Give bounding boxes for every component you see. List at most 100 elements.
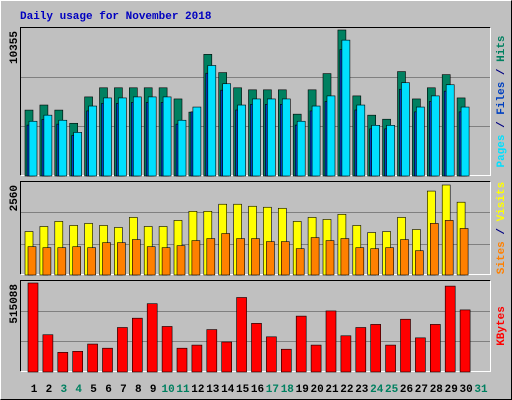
x-tick-label: 15 xyxy=(236,384,250,396)
x-tick-label: 2 xyxy=(46,384,53,396)
x-tick-label: 19 xyxy=(296,384,309,396)
bar xyxy=(58,119,68,177)
bar xyxy=(415,337,426,373)
bar xyxy=(416,106,425,177)
bar xyxy=(385,344,396,373)
legend-entry: Hits xyxy=(496,35,508,61)
x-tick-label: 5 xyxy=(90,384,97,396)
legend-separator: / xyxy=(496,221,508,241)
bar xyxy=(401,82,410,177)
bar xyxy=(206,329,218,373)
x-tick-label: 14 xyxy=(221,384,235,396)
bar xyxy=(251,238,260,276)
bar xyxy=(222,83,231,177)
bar xyxy=(325,310,337,373)
legend-entry: Visits xyxy=(496,182,508,222)
bar xyxy=(88,105,97,177)
bar xyxy=(57,352,69,373)
bar xyxy=(296,120,306,177)
bar xyxy=(281,98,291,177)
bar xyxy=(177,119,187,177)
bar xyxy=(340,335,352,373)
bar xyxy=(72,351,83,373)
bar xyxy=(430,95,440,177)
bar xyxy=(132,317,143,373)
bar xyxy=(176,245,186,276)
bar xyxy=(206,238,216,276)
x-tick-label: 25 xyxy=(385,384,399,396)
bar xyxy=(340,238,350,276)
y-tick-label: 2560 xyxy=(9,185,21,211)
bar xyxy=(429,223,439,276)
bar xyxy=(161,326,173,373)
bar xyxy=(460,106,470,177)
bar xyxy=(87,247,96,276)
bar xyxy=(43,114,53,177)
bar xyxy=(87,343,98,373)
bar xyxy=(429,324,441,373)
bar xyxy=(310,344,322,373)
x-tick-label: 29 xyxy=(445,384,458,396)
bar xyxy=(280,241,290,276)
bar xyxy=(400,318,411,373)
x-tick-label: 10 xyxy=(161,384,174,396)
x-tick-label: 26 xyxy=(400,384,413,396)
bar xyxy=(400,239,409,276)
bar xyxy=(444,285,456,373)
bar xyxy=(146,246,156,276)
bar xyxy=(371,125,381,177)
bar xyxy=(132,239,141,276)
bar xyxy=(72,246,81,276)
y-tick-label: 515088 xyxy=(9,284,21,324)
x-tick-label: 31 xyxy=(474,384,488,396)
bar xyxy=(236,297,247,373)
bar xyxy=(385,247,394,276)
x-tick-label: 4 xyxy=(75,384,82,396)
x-tick-label: 30 xyxy=(459,384,472,396)
legend-entry: Pages xyxy=(496,135,508,168)
bar xyxy=(459,228,469,276)
x-tick-label: 18 xyxy=(281,384,295,396)
bar xyxy=(57,247,67,276)
bar xyxy=(117,242,126,276)
bar xyxy=(162,96,172,177)
x-tick-label: 27 xyxy=(415,384,428,396)
y-tick-label: 10355 xyxy=(9,31,21,64)
bar xyxy=(445,84,455,177)
bar xyxy=(237,104,246,177)
plot-edge-dark xyxy=(20,181,491,275)
x-tick-label: 20 xyxy=(310,384,323,396)
x-tick-label: 3 xyxy=(60,384,67,396)
bar xyxy=(103,97,112,177)
bar xyxy=(147,96,157,177)
legend-separator: / xyxy=(496,62,508,82)
bar xyxy=(341,39,351,177)
bar xyxy=(356,104,366,177)
bar xyxy=(28,120,38,177)
bar xyxy=(176,347,188,373)
plot-edge-dark xyxy=(20,280,491,372)
x-tick-label: 22 xyxy=(340,384,353,396)
x-tick-label: 8 xyxy=(135,384,142,396)
bar xyxy=(266,336,277,373)
x-tick-label: 16 xyxy=(251,384,264,396)
x-tick-label: 17 xyxy=(266,384,279,396)
bar xyxy=(221,233,230,276)
x-tick-label: 1 xyxy=(31,384,38,396)
bar xyxy=(295,315,307,373)
bar xyxy=(102,347,113,373)
chart-title: Daily usage for November 2018 xyxy=(20,11,212,23)
bar xyxy=(355,247,365,276)
bar xyxy=(117,327,128,373)
x-tick-label: 9 xyxy=(150,384,157,396)
bar xyxy=(444,220,454,276)
bar xyxy=(415,250,424,276)
bar xyxy=(133,96,142,177)
legend-separator: / xyxy=(496,115,508,135)
bar xyxy=(310,237,320,276)
bar xyxy=(251,323,262,373)
x-tick-label: 28 xyxy=(430,384,444,396)
bar xyxy=(280,348,292,373)
